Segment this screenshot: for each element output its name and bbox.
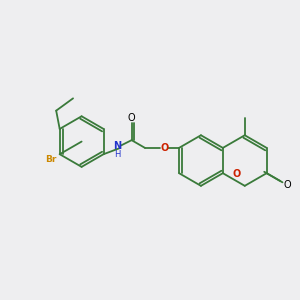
Text: O: O (128, 113, 135, 123)
Text: Br: Br (46, 154, 57, 164)
Text: O: O (233, 169, 241, 179)
Text: H: H (114, 150, 120, 159)
Text: N: N (113, 142, 121, 152)
Text: O: O (160, 143, 168, 153)
Text: O: O (284, 180, 291, 190)
